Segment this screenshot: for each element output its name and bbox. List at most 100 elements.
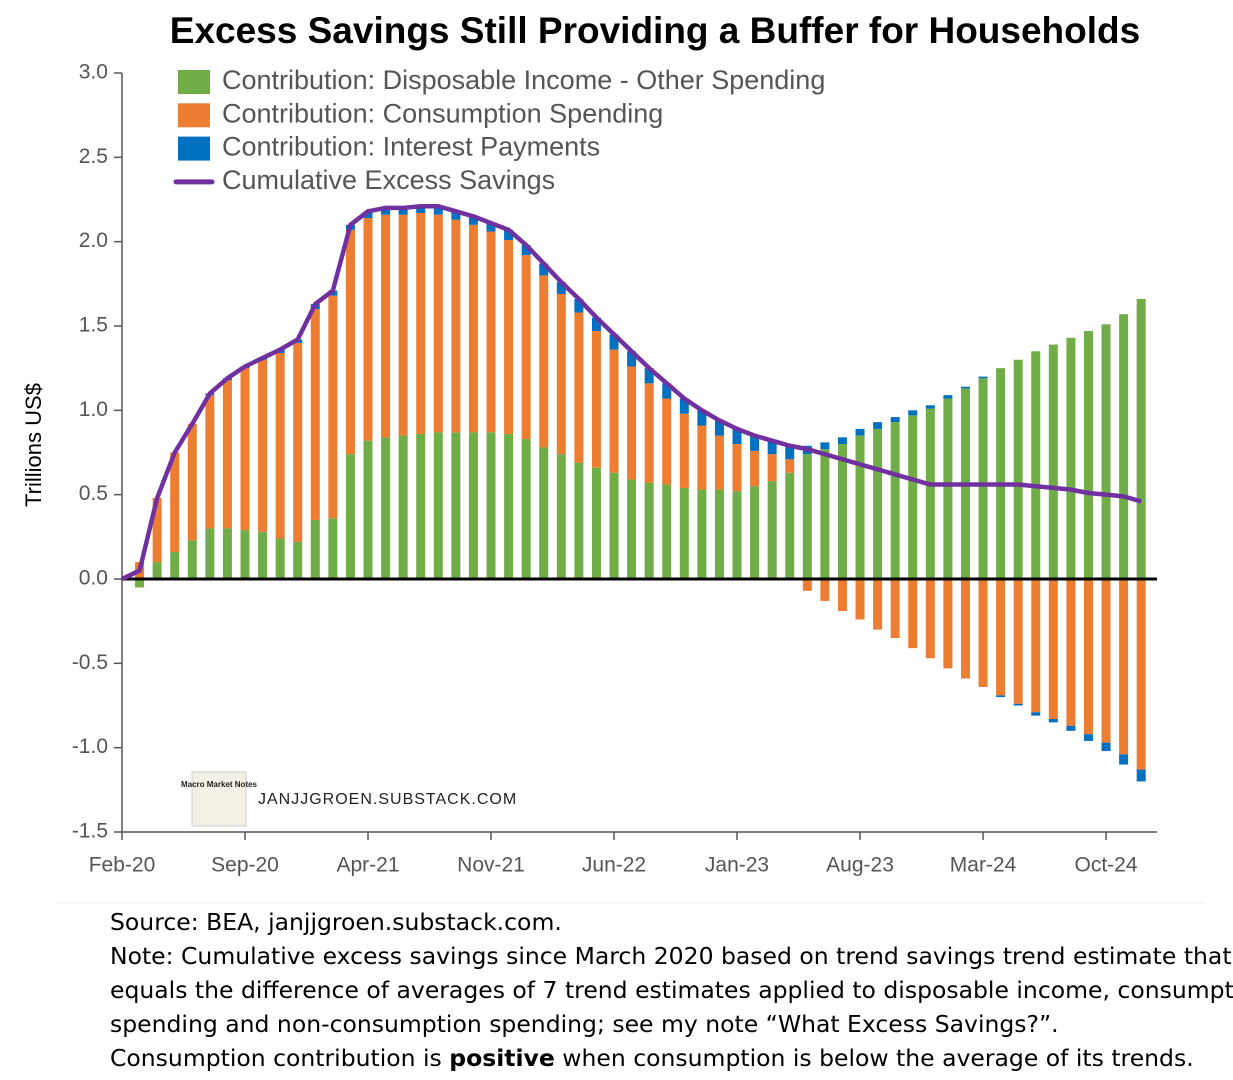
bar-segment [275, 352, 285, 539]
bar-segment [679, 398, 689, 414]
bar-segment [820, 579, 830, 601]
bar-segment [1136, 299, 1146, 579]
bar-segment [820, 449, 830, 579]
bar-segment [591, 317, 601, 332]
bar-segment [310, 309, 320, 520]
footer-line: Consumption contribution is positive whe… [110, 1041, 1233, 1075]
bar-segment [925, 579, 935, 659]
bar-segment [468, 224, 478, 433]
x-tick-label: Sep-20 [211, 854, 279, 877]
bar-segment [785, 445, 795, 460]
bar-segment [1119, 314, 1129, 579]
bar-segment [1031, 712, 1041, 716]
bar-segment [960, 579, 970, 679]
footer-line: Source: BEA, janjjgroen.substack.com. [110, 908, 562, 936]
bar-segment [574, 312, 584, 463]
logo [191, 771, 247, 827]
bar-segment [978, 376, 988, 379]
x-tick-label: Jun-22 [582, 854, 646, 877]
bar-segment [873, 422, 883, 429]
bar-segment [767, 454, 777, 482]
y-tick-label: -0.5 [72, 651, 108, 674]
chart: Excess Savings Still Providing a Buffer … [21, 10, 1205, 904]
bar-segment [1066, 725, 1076, 731]
bar-segment [1083, 331, 1093, 579]
legend-label: Contribution: Interest Payments [222, 132, 600, 162]
bar-segment [785, 459, 795, 473]
bar-segment [591, 467, 601, 579]
bar-segment [205, 528, 215, 579]
bar-segment [521, 439, 531, 579]
chart-title: Excess Savings Still Providing a Buffer … [170, 10, 1140, 51]
legend-label: Cumulative Excess Savings [222, 165, 555, 195]
bar-segment [504, 433, 514, 579]
bar-segment [468, 216, 478, 225]
bar-segment [345, 454, 355, 579]
bar-segment [662, 484, 672, 579]
bar-segment [697, 489, 707, 579]
logo-text: Macro Market Notes [181, 780, 258, 789]
bar-segment [609, 472, 619, 579]
bar-segment [504, 239, 514, 434]
bar-segment [996, 579, 1006, 696]
bar-segment [837, 444, 847, 579]
bar-segment [855, 428, 865, 436]
bar-segment [170, 552, 180, 579]
x-tick-label: Feb-20 [89, 854, 156, 877]
bar-segment [732, 444, 742, 492]
x-tick-label: Oct-24 [1075, 854, 1138, 877]
bar-segment [943, 395, 953, 399]
bar-segment [1101, 742, 1111, 752]
footer: Source: BEA, janjjgroen.substack.com. Not… [110, 905, 1233, 1075]
bar-segment [416, 212, 426, 434]
bar-segment [556, 293, 566, 455]
bar-segment [486, 432, 496, 579]
bar-segment [539, 263, 549, 276]
bar-segment [451, 219, 461, 433]
bar-segment [1066, 337, 1076, 579]
bar-segment [1013, 359, 1023, 579]
legend-swatch [178, 136, 210, 161]
bar-segment [381, 437, 391, 579]
bar-segment [996, 695, 1006, 698]
bar-segment [1101, 324, 1111, 579]
bar-segment [960, 386, 970, 389]
bar-segment [627, 366, 637, 480]
bar-segment [591, 331, 601, 468]
bar-segment [644, 383, 654, 483]
bar-segment [750, 450, 760, 487]
y-tick-label: 2.0 [79, 229, 108, 252]
bar-segment [714, 489, 724, 579]
bar-segment [750, 435, 760, 451]
bar-segment [345, 229, 355, 455]
bar-segment [363, 218, 373, 441]
x-tick-label: Aug-23 [826, 854, 894, 877]
bar-segment [890, 579, 900, 639]
bar-segment [1101, 579, 1111, 743]
bar-segment [451, 432, 461, 579]
bar-segment [1013, 703, 1023, 706]
bar-segment [398, 207, 408, 215]
bar-segment [539, 275, 549, 448]
bar-segment [381, 207, 391, 215]
y-tick-label: 1.0 [79, 398, 108, 421]
bar-segment [310, 519, 320, 579]
bar-segment [873, 428, 883, 579]
bar-segment [714, 420, 724, 436]
bar-segment [293, 541, 303, 579]
bar-segment [240, 368, 250, 531]
bar-segment [574, 299, 584, 313]
bar-segment [627, 351, 637, 367]
bar-segment [416, 433, 426, 579]
bar-segment [1048, 344, 1058, 579]
bar-segment [433, 432, 443, 579]
watermark: JANJJGROEN.SUBSTACK.COM [258, 791, 517, 808]
bar-segment [802, 579, 812, 591]
bar-segment [820, 442, 830, 450]
legend-label: Contribution: Disposable Income - Other … [222, 65, 825, 95]
bar-segment [925, 408, 935, 579]
bar-segment [1119, 579, 1129, 755]
bar-segment [644, 482, 654, 579]
bar-segment [451, 211, 461, 220]
bar-segment [416, 206, 426, 213]
